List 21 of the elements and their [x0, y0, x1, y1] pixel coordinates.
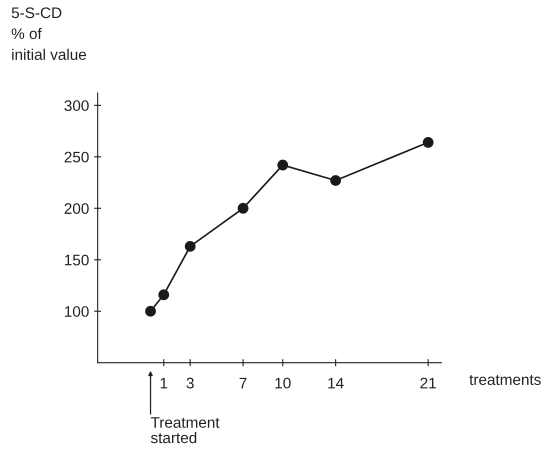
point [145, 306, 156, 317]
y-axis-title: 5-S-CD % of initial value [12, 7, 86, 60]
y-tick-label: 100 [64, 306, 89, 317]
point [238, 202, 248, 214]
x-tick-label: 14 [328, 378, 344, 388]
y-tick-label: 250 [64, 152, 89, 163]
x-tick-label: 21 [420, 378, 436, 388]
x-axis-title: treatments [469, 375, 541, 386]
point [277, 160, 288, 170]
point [330, 175, 341, 186]
x-tick-label: 1 [160, 378, 168, 388]
x-tick-label: 10 [275, 378, 291, 389]
point [184, 241, 196, 252]
point [422, 137, 434, 148]
y-tick-label: 300 [64, 100, 89, 112]
y-tick-label: 150 [64, 254, 89, 266]
text: Treatment started [150, 417, 220, 444]
point [158, 289, 170, 300]
x-tick-label: 3 [186, 378, 194, 389]
x-tick-label: 7 [240, 378, 247, 388]
y-tick-label: 200 [64, 203, 89, 214]
